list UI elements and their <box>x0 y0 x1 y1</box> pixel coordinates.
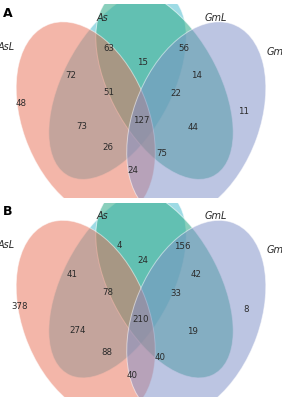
Ellipse shape <box>127 220 266 401</box>
Text: B: B <box>3 205 12 218</box>
Text: 127: 127 <box>133 116 149 125</box>
Text: 63: 63 <box>104 44 115 53</box>
Text: 19: 19 <box>187 327 198 336</box>
Text: 33: 33 <box>170 289 181 298</box>
Text: AsL: AsL <box>0 42 14 52</box>
Ellipse shape <box>16 220 155 401</box>
Text: 42: 42 <box>191 270 202 279</box>
Text: 78: 78 <box>102 288 113 297</box>
Ellipse shape <box>49 0 186 179</box>
Text: 41: 41 <box>66 270 78 279</box>
Text: 24: 24 <box>137 256 148 265</box>
Text: 378: 378 <box>11 302 28 310</box>
Text: 56: 56 <box>178 44 189 53</box>
Text: 274: 274 <box>69 326 86 334</box>
Ellipse shape <box>96 0 233 179</box>
Text: Gm: Gm <box>266 245 282 255</box>
Text: 72: 72 <box>65 71 76 81</box>
Text: 73: 73 <box>76 122 87 131</box>
Text: 26: 26 <box>102 144 113 152</box>
Text: 40: 40 <box>155 353 166 363</box>
Text: 156: 156 <box>174 242 191 251</box>
Ellipse shape <box>49 189 186 378</box>
Text: 15: 15 <box>137 58 148 67</box>
Text: 24: 24 <box>127 166 138 175</box>
Text: 48: 48 <box>15 99 26 108</box>
Text: 22: 22 <box>170 89 181 98</box>
Ellipse shape <box>16 22 155 219</box>
Text: GmL: GmL <box>204 13 227 23</box>
Text: 75: 75 <box>156 148 167 158</box>
Text: 44: 44 <box>188 123 199 132</box>
Text: GmL: GmL <box>204 211 227 221</box>
Text: 4: 4 <box>116 241 122 250</box>
Text: 40: 40 <box>127 371 138 380</box>
Text: 8: 8 <box>243 305 249 314</box>
Text: 88: 88 <box>101 348 112 357</box>
Text: A: A <box>3 6 12 20</box>
Text: As: As <box>96 211 108 221</box>
Text: Gm: Gm <box>266 47 282 57</box>
Text: As: As <box>96 13 108 23</box>
Text: 51: 51 <box>104 88 115 97</box>
Text: 11: 11 <box>238 107 249 116</box>
Text: AsL: AsL <box>0 241 14 251</box>
Ellipse shape <box>96 189 233 378</box>
Text: 14: 14 <box>191 71 202 81</box>
Ellipse shape <box>127 22 266 219</box>
Text: 210: 210 <box>133 316 149 324</box>
